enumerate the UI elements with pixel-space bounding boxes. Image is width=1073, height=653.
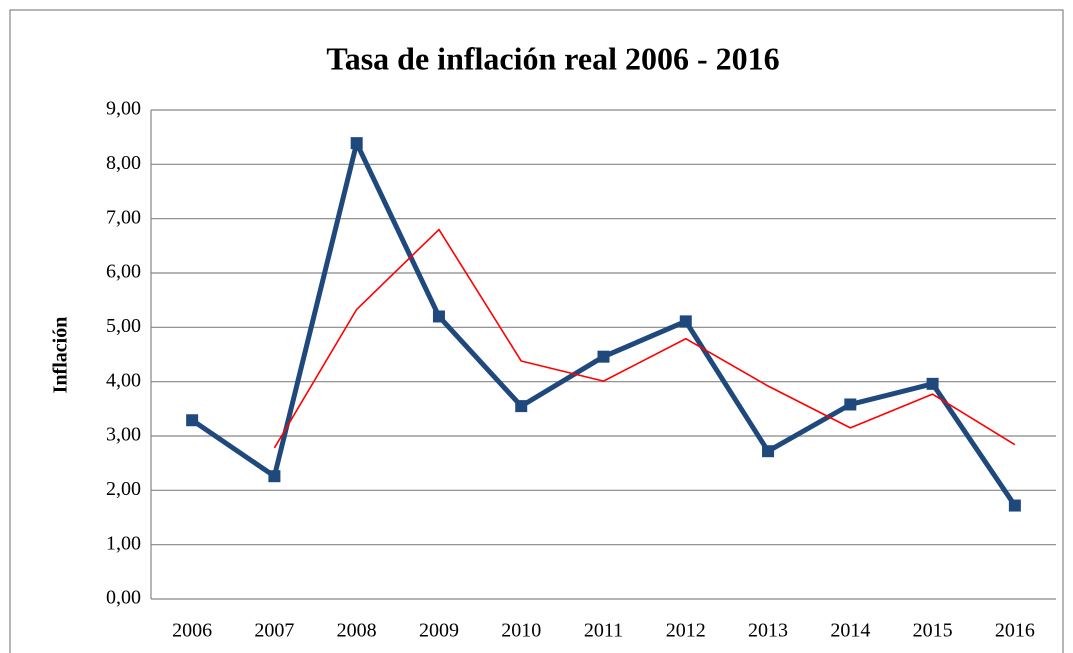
x-tick-label: 2014: [830, 620, 870, 642]
y-tick-label: 8,00: [106, 152, 141, 174]
chart-title: Tasa de inflación real 2006 - 2016: [326, 40, 779, 76]
marker: [762, 445, 775, 458]
y-tick-label: 5,00: [106, 315, 141, 337]
x-tick-label: 2007: [254, 620, 294, 642]
x-tick-label: 2008: [337, 620, 377, 642]
marker: [268, 470, 281, 483]
marker: [926, 377, 939, 390]
y-tick-label: 2,00: [106, 478, 141, 500]
marker: [679, 315, 692, 328]
y-tick-label: 6,00: [106, 261, 141, 283]
x-tick-label: 2006: [172, 620, 212, 642]
x-tick-label: 2010: [501, 620, 541, 642]
x-tick-label: 2009: [419, 620, 459, 642]
x-tick-label: 2011: [584, 620, 623, 642]
marker: [597, 350, 610, 363]
marker: [844, 398, 857, 411]
x-tick-label: 2012: [666, 620, 706, 642]
x-tick-label: 2013: [748, 620, 788, 642]
marker: [1008, 499, 1021, 512]
x-tick-label: 2016: [995, 620, 1035, 642]
marker: [432, 310, 445, 323]
marker: [186, 414, 199, 427]
series-line: [273, 228, 1016, 449]
x-tick-label: 2015: [913, 620, 953, 642]
y-tick-label: 7,00: [106, 206, 141, 228]
y-tick-label: 0,00: [106, 587, 141, 609]
chart-border: [9, 9, 1064, 653]
series-line: [190, 140, 1017, 507]
y-tick-label: 9,00: [106, 98, 141, 120]
y-tick-label: 1,00: [106, 532, 141, 554]
y-axis-label: Inflación: [50, 317, 72, 394]
marker: [350, 137, 363, 150]
y-tick-label: 3,00: [106, 424, 141, 446]
y-tick-label: 4,00: [106, 369, 141, 391]
marker: [515, 400, 528, 413]
